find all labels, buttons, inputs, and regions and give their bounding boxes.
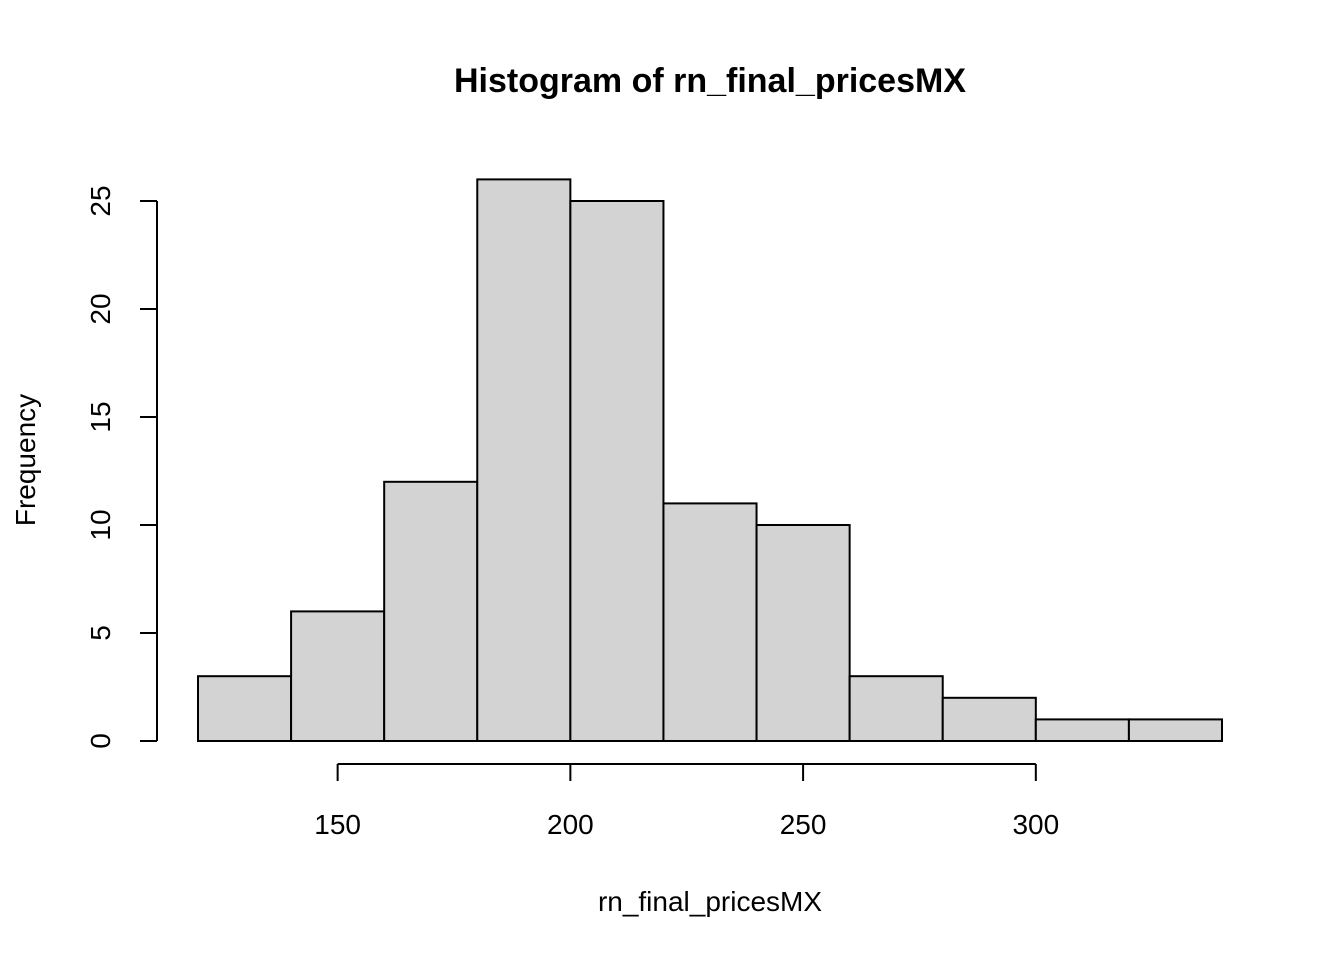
histogram-bar [290, 610, 386, 743]
histogram-bar [755, 524, 851, 742]
x-tick-label: 150 [314, 809, 361, 840]
histogram-bar [662, 502, 758, 742]
y-tick-label: 10 [85, 509, 116, 540]
y-axis-label: Frequency [10, 394, 41, 526]
x-tick-label: 300 [1012, 809, 1059, 840]
x-axis-label: rn_final_pricesMX [598, 886, 822, 917]
x-tick-label: 200 [547, 809, 594, 840]
y-tick-label: 0 [85, 733, 116, 749]
y-tick-label: 15 [85, 401, 116, 432]
histogram-bar [941, 696, 1037, 742]
y-tick-label: 5 [85, 625, 116, 641]
histogram-bar [383, 480, 479, 742]
y-axis: 0 5 10 15 20 25 [85, 185, 158, 749]
x-tick-label: 250 [780, 809, 827, 840]
histogram-bar [476, 178, 572, 742]
x-axis: 150 200 250 300 [314, 763, 1059, 840]
histogram-bar [569, 200, 665, 742]
y-tick-label: 25 [85, 185, 116, 216]
histogram-bar [1034, 718, 1130, 743]
histogram-bar [1127, 718, 1223, 743]
chart-title: Histogram of rn_final_pricesMX [454, 62, 966, 100]
histogram-bar [197, 675, 293, 743]
histogram-bars [197, 178, 1223, 743]
y-tick-label: 20 [85, 293, 116, 324]
histogram-bar [848, 675, 944, 743]
